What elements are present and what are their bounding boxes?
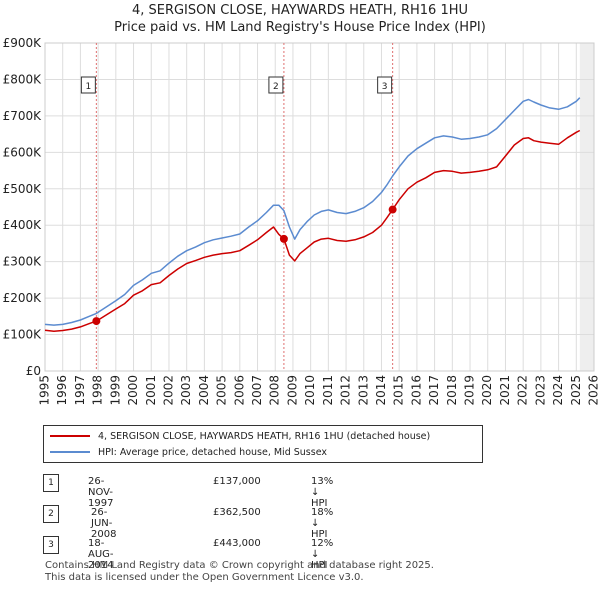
x-tick-label: 2004 <box>197 375 211 406</box>
y-tick-label: £800K <box>3 72 43 86</box>
x-tick-label: 2026 <box>587 375 600 406</box>
sale-label: 1 <box>85 82 91 92</box>
x-tick-label: 2015 <box>392 375 406 406</box>
x-tick-label: 2020 <box>480 375 494 406</box>
x-tick-label: 2001 <box>144 375 158 406</box>
x-tick-label: 2021 <box>498 375 512 406</box>
hpi-line <box>44 97 581 326</box>
chart-subtitle: Price paid vs. HM Land Registry's House … <box>114 20 486 35</box>
sale-point <box>279 234 288 243</box>
legend-swatch-property <box>50 435 90 437</box>
legend-item-hpi: HPI: Average price, detached house, Mid … <box>50 444 327 460</box>
x-tick-label: 2010 <box>303 375 317 406</box>
x-tick-label: 2002 <box>161 375 175 406</box>
y-tick-label: £900K <box>3 36 43 50</box>
x-tick-label: 1995 <box>38 375 52 406</box>
transaction-number: 2 <box>43 505 59 523</box>
x-tick-label: 2019 <box>463 375 477 406</box>
sale-label: 2 <box>273 82 279 92</box>
x-tick-label: 2022 <box>516 375 530 406</box>
transaction-date: 18-AUG-2014 <box>88 538 114 571</box>
y-tick-label: £0 <box>26 364 41 378</box>
plot-frame <box>44 42 595 372</box>
x-tick-label: 2000 <box>126 375 140 406</box>
x-tick-label: 2011 <box>321 375 335 406</box>
transaction-date: 26-JUN-2008 <box>91 507 117 540</box>
x-tick-label: 2008 <box>268 375 282 406</box>
x-tick-label: 2013 <box>356 375 370 406</box>
legend-label-property: 4, SERGISON CLOSE, HAYWARDS HEATH, RH16 … <box>98 430 431 442</box>
footer-licence: This data is licensed under the Open Gov… <box>45 572 364 583</box>
x-tick-label: 2023 <box>533 375 547 406</box>
transaction-price: £443,000 <box>213 538 261 549</box>
transaction-number: 3 <box>43 536 59 554</box>
transaction-date: 26-NOV-1997 <box>88 476 114 509</box>
sale-label-box <box>268 76 284 94</box>
x-tick-label: 1996 <box>55 375 69 406</box>
x-tick-label: 2009 <box>285 375 299 406</box>
transaction-hpi: 18% ↓ HPI <box>311 507 334 540</box>
x-tick-label: 2017 <box>427 375 441 406</box>
transaction-price: £362,500 <box>213 507 261 518</box>
y-tick-label: £300K <box>3 255 43 269</box>
x-tick-label: 2007 <box>250 375 264 406</box>
y-tick-label: £600K <box>3 145 43 159</box>
x-tick-label: 2024 <box>551 375 565 406</box>
x-tick-label: 1998 <box>91 375 105 406</box>
sale-point <box>388 205 397 214</box>
y-tick-label: £500K <box>3 182 43 196</box>
forecast-shading <box>579 43 594 371</box>
x-tick-label: 2006 <box>232 375 246 406</box>
x-tick-label: 1997 <box>73 375 87 406</box>
x-tick-label: 2012 <box>339 375 353 406</box>
y-tick-label: £100K <box>3 328 43 342</box>
transaction-hpi: 12% ↓ HPI <box>311 538 334 571</box>
sale-label-box <box>377 76 393 94</box>
footer-copyright: Contains HM Land Registry data © Crown c… <box>45 560 434 571</box>
price-chart: 1995 1996 1997 1998 1999 2000 2001 2002 2003 2004… <box>3 36 600 406</box>
y-tick-label: £400K <box>3 218 43 232</box>
transaction-number: 1 <box>43 474 59 492</box>
x-tick-label: 2016 <box>409 375 423 406</box>
legend-label-hpi: HPI: Average price, detached house, Mid … <box>98 446 327 458</box>
x-tick-label: 2003 <box>179 375 193 406</box>
chart-legend: 4, SERGISON CLOSE, HAYWARDS HEATH, RH16 … <box>43 425 483 463</box>
y-tick-label: £700K <box>3 109 43 123</box>
sale-label-box <box>80 76 96 94</box>
sale-point <box>92 317 101 326</box>
transaction-price: £137,000 <box>213 476 261 487</box>
chart-title: 4, SERGISON CLOSE, HAYWARDS HEATH, RH16 … <box>131 3 469 18</box>
transaction-hpi: 13% ↓ HPI <box>311 476 334 509</box>
x-tick-label: 1999 <box>108 375 122 406</box>
sale-label: 3 <box>382 82 388 92</box>
x-tick-label: 2005 <box>215 375 229 406</box>
y-tick-label: £200K <box>3 291 43 305</box>
x-tick-label: 2014 <box>374 375 388 406</box>
legend-swatch-hpi <box>50 451 90 453</box>
x-tick-label: 2025 <box>569 375 583 406</box>
plot-area <box>45 43 594 371</box>
property-price-line <box>44 129 581 333</box>
x-tick-label: 2018 <box>445 375 459 406</box>
legend-item-property: 4, SERGISON CLOSE, HAYWARDS HEATH, RH16 … <box>50 428 430 444</box>
